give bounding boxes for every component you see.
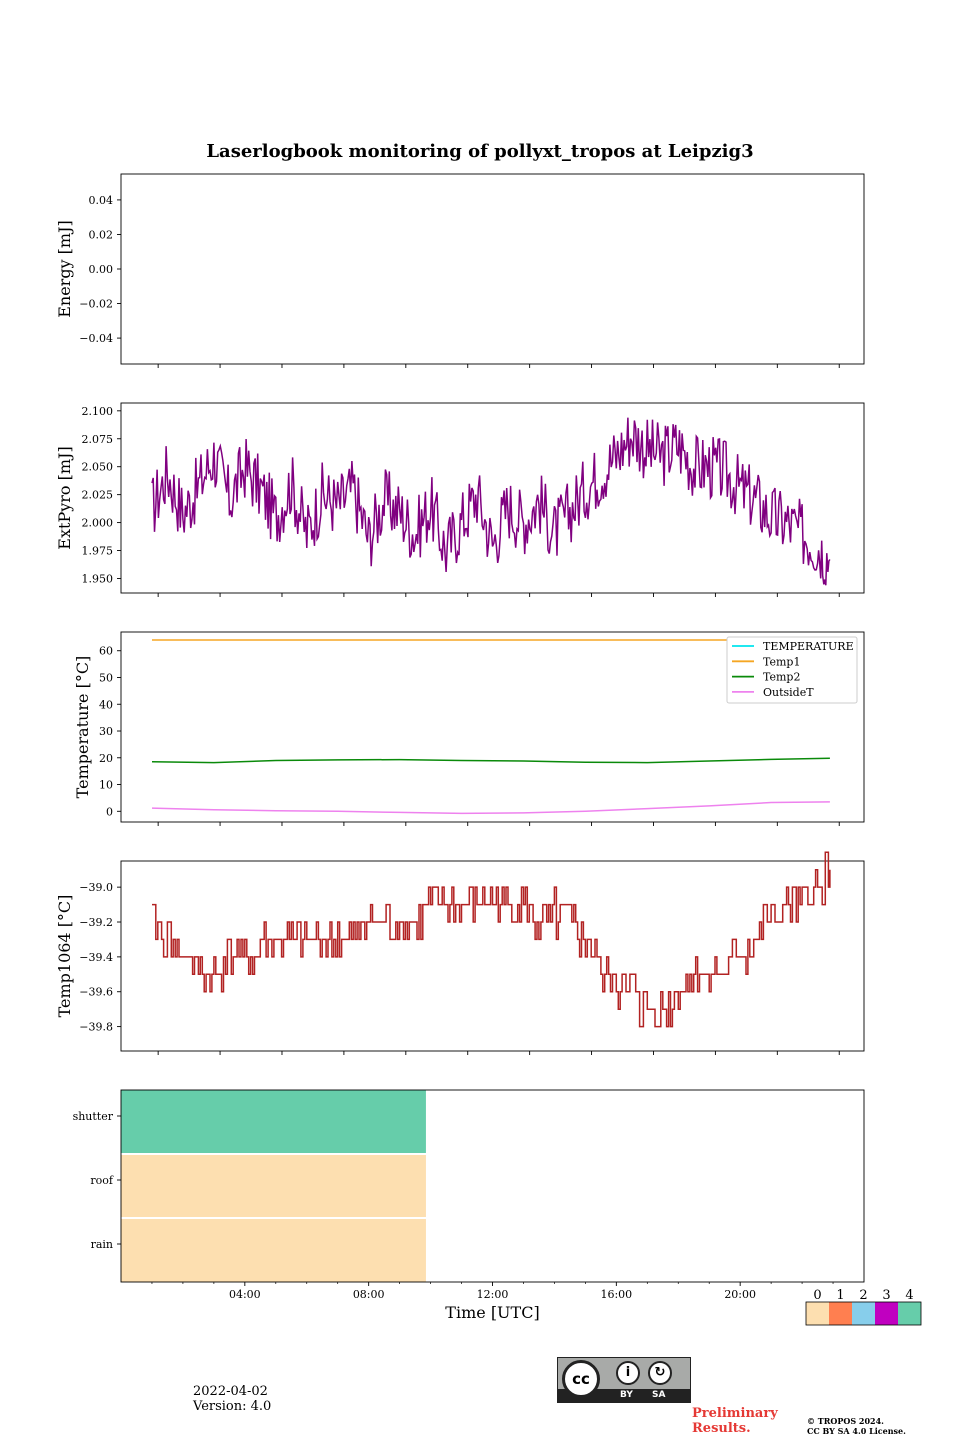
- colorbar-cell-2: [852, 1302, 875, 1325]
- status-cell-rain: [121, 1219, 426, 1282]
- sa-icon: ↻: [648, 1361, 672, 1385]
- status-cell-roof: [121, 1155, 426, 1217]
- row-label-shutter: shutter: [73, 1110, 114, 1123]
- ytick-label-temperature: 20: [99, 752, 113, 765]
- footer-version: Version: 4.0: [193, 1399, 272, 1414]
- series-line-OutsideT: [151, 801, 830, 815]
- ytick-label-temp1064: −39.2: [79, 916, 113, 929]
- ytick-label-extpyro: 2.075: [82, 433, 114, 446]
- colorbar-cell-4: [898, 1302, 921, 1325]
- ytick-label-temp1064: −39.6: [79, 986, 113, 999]
- ytick-label-extpyro: 2.050: [82, 461, 114, 474]
- xtick-label: 20:00: [724, 1288, 756, 1301]
- footer-date: 2022-04-02: [193, 1384, 268, 1399]
- ytick-label-extpyro: 2.000: [82, 517, 114, 530]
- colorbar-label-1: 1: [836, 1288, 844, 1303]
- ylabel-energy: Energy [mJ]: [55, 220, 74, 318]
- axes-frame-temperature: [120, 631, 865, 823]
- series-line-ExtPyro: [151, 417, 831, 586]
- preliminary-label: Preliminary: [692, 1406, 778, 1421]
- cc-by-label: BY: [620, 1390, 633, 1400]
- ytick-label-energy: 0.00: [89, 263, 114, 276]
- legend-label-OutsideT: OutsideT: [763, 686, 814, 699]
- cc-icon: cc: [562, 1360, 600, 1398]
- colorbar-frame: [805, 1301, 922, 1326]
- ytick-label-temperature: 30: [99, 725, 113, 738]
- legend-label-TEMPERATURE: TEMPERATURE: [763, 640, 854, 653]
- ytick-label-energy: 0.04: [89, 194, 114, 207]
- ytick-label-temperature: 0: [106, 805, 113, 818]
- series-line-Temp1064: [152, 851, 831, 1028]
- axes-frame-temp1064: [120, 860, 865, 1052]
- ytick-label-temperature: 50: [99, 671, 113, 684]
- series-line-Temp2: [151, 757, 830, 764]
- ytick-label-temp1064: −39.8: [79, 1021, 113, 1034]
- ytick-label-temp1064: −39.4: [79, 951, 113, 964]
- by-icon: i: [616, 1361, 640, 1385]
- ytick-label-extpyro: 2.025: [82, 489, 114, 502]
- ytick-label-temp1064: −39.0: [79, 881, 113, 894]
- ytick-label-energy: −0.04: [79, 332, 113, 345]
- ytick-label-temperature: 40: [99, 698, 113, 711]
- legend-box: [726, 636, 858, 704]
- xlabel: Time [UTC]: [445, 1303, 539, 1322]
- xtick-label: 12:00: [477, 1288, 509, 1301]
- ytick-label-extpyro: 1.950: [82, 572, 114, 585]
- xtick-label: 08:00: [353, 1288, 385, 1301]
- axes-frame-energy: [120, 173, 865, 365]
- copyright-line2: CC BY SA 4.0 License.: [807, 1426, 906, 1436]
- ytick-label-extpyro: 2.100: [82, 405, 114, 418]
- colorbar-cell-1: [829, 1302, 852, 1325]
- ytick-label-temperature: 60: [99, 645, 113, 658]
- colorbar-label-0: 0: [813, 1288, 821, 1303]
- legend-label-Temp1: Temp1: [763, 655, 800, 668]
- copyright-line1: © TROPOS 2024.: [807, 1416, 884, 1426]
- status-cell-shutter: [121, 1090, 426, 1153]
- ylabel-temperature: Temperature [°C]: [73, 656, 92, 799]
- row-label-roof: roof: [90, 1174, 114, 1187]
- colorbar-cell-3: [875, 1302, 898, 1325]
- ytick-label-energy: −0.02: [79, 298, 113, 311]
- axes-frame-extpyro: [120, 402, 865, 594]
- row-label-rain: rain: [91, 1238, 113, 1251]
- ylabel-temp1064: Temp1064 [°C]: [55, 895, 74, 1018]
- ytick-label-extpyro: 1.975: [82, 545, 114, 558]
- xtick-label: 16:00: [600, 1288, 632, 1301]
- colorbar-cell-0: [806, 1302, 829, 1325]
- legend-label-Temp2: Temp2: [763, 671, 800, 684]
- colorbar-label-2: 2: [859, 1288, 867, 1303]
- cc-sa-label: SA: [652, 1390, 666, 1400]
- xtick-label: 04:00: [229, 1288, 261, 1301]
- results-label: Results.: [692, 1421, 751, 1436]
- colorbar-label-3: 3: [882, 1288, 890, 1303]
- ytick-label-energy: 0.02: [89, 228, 114, 241]
- page-title: Laserlogbook monitoring of pollyxt_tropo…: [206, 141, 754, 162]
- ylabel-extpyro: ExtPyro [mJ]: [55, 446, 74, 549]
- ytick-label-temperature: 10: [99, 779, 113, 792]
- cc-license-badge: cc i ↻ BY SA: [557, 1357, 691, 1403]
- colorbar-label-4: 4: [905, 1288, 913, 1303]
